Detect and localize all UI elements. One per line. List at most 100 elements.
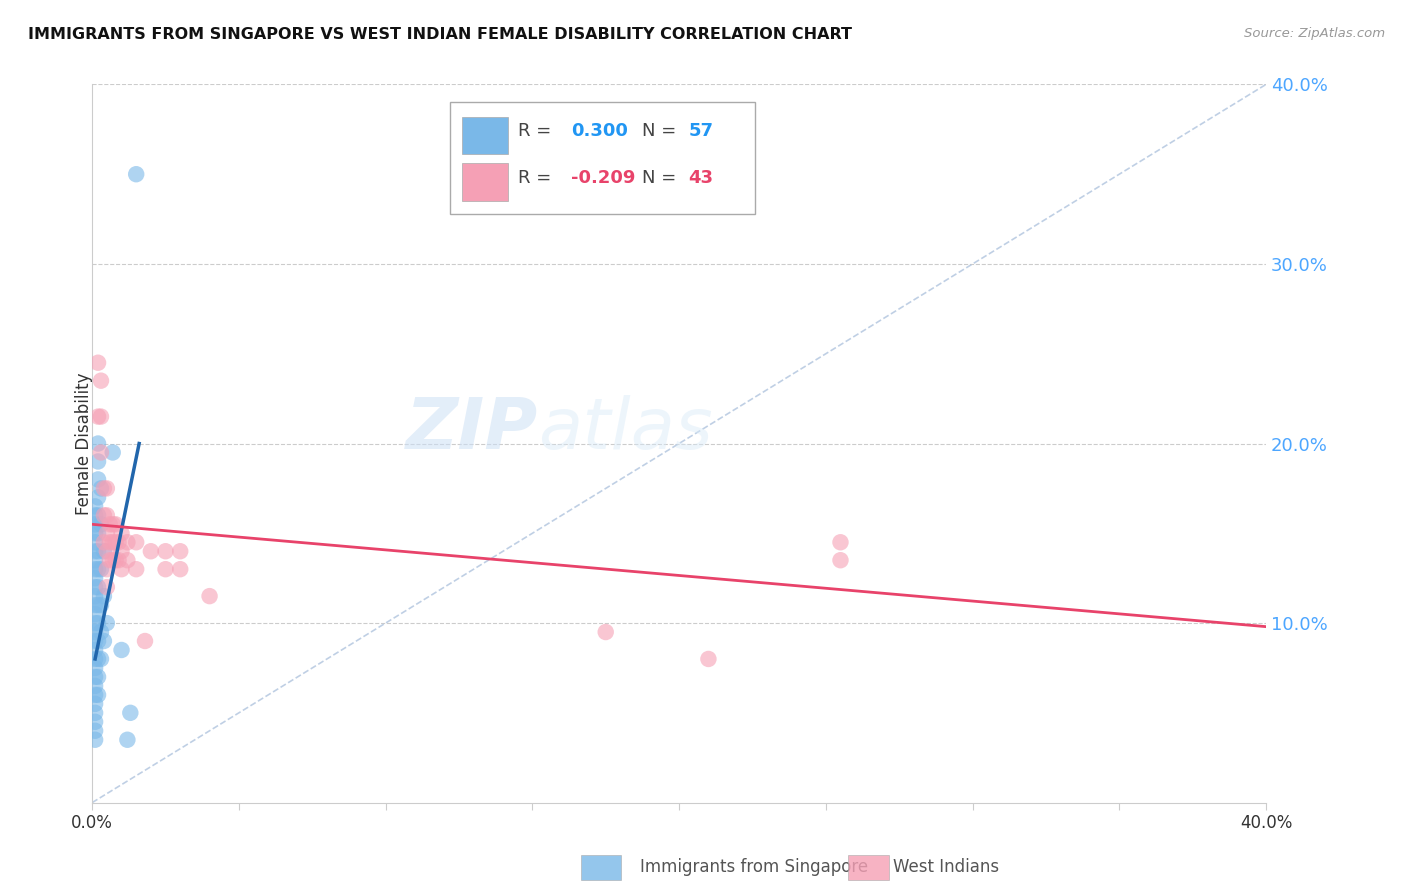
Point bbox=[90, 517, 112, 532]
Text: 0.300: 0.300 bbox=[571, 122, 628, 140]
Text: Source: ZipAtlas.com: Source: ZipAtlas.com bbox=[1244, 27, 1385, 40]
Point bbox=[96, 562, 118, 576]
Point bbox=[87, 580, 110, 594]
Point bbox=[87, 454, 110, 468]
Point bbox=[117, 535, 139, 549]
Point bbox=[87, 544, 110, 558]
Point bbox=[125, 535, 148, 549]
Point bbox=[104, 517, 127, 532]
Point bbox=[101, 517, 124, 532]
Point bbox=[90, 652, 112, 666]
Point bbox=[90, 625, 112, 640]
Point bbox=[93, 535, 115, 549]
Point bbox=[90, 374, 112, 388]
Point bbox=[96, 482, 118, 496]
Point bbox=[110, 643, 132, 657]
Point bbox=[98, 553, 121, 567]
Point bbox=[155, 544, 177, 558]
Point bbox=[104, 553, 127, 567]
Point bbox=[84, 589, 107, 603]
Text: atlas: atlas bbox=[538, 394, 713, 464]
Point bbox=[134, 634, 156, 648]
Point bbox=[84, 679, 107, 693]
Point bbox=[87, 508, 110, 523]
Point bbox=[84, 508, 107, 523]
Point bbox=[169, 544, 191, 558]
Point bbox=[84, 544, 107, 558]
Point bbox=[84, 553, 107, 567]
Point bbox=[84, 615, 107, 630]
Point bbox=[93, 508, 115, 523]
Point bbox=[84, 500, 107, 514]
Point bbox=[84, 652, 107, 666]
FancyBboxPatch shape bbox=[463, 163, 508, 201]
Point bbox=[110, 526, 132, 541]
Point bbox=[93, 544, 115, 558]
Point bbox=[84, 643, 107, 657]
Text: N =: N = bbox=[641, 122, 682, 140]
Point bbox=[87, 652, 110, 666]
Point bbox=[110, 544, 132, 558]
Point bbox=[125, 562, 148, 576]
Point bbox=[87, 598, 110, 612]
Point bbox=[84, 580, 107, 594]
Point bbox=[84, 688, 107, 702]
FancyBboxPatch shape bbox=[463, 117, 508, 154]
Point bbox=[84, 535, 107, 549]
Point bbox=[90, 445, 112, 459]
Point bbox=[125, 167, 148, 181]
Y-axis label: Female Disability: Female Disability bbox=[75, 372, 93, 515]
Point bbox=[98, 535, 121, 549]
Point bbox=[120, 706, 142, 720]
Point bbox=[96, 526, 118, 541]
Text: 57: 57 bbox=[689, 122, 713, 140]
Point bbox=[169, 562, 191, 576]
Point bbox=[96, 580, 118, 594]
Point bbox=[101, 445, 124, 459]
Text: West Indians: West Indians bbox=[893, 858, 998, 876]
Point bbox=[93, 634, 115, 648]
Text: R =: R = bbox=[519, 169, 557, 187]
Point bbox=[110, 562, 132, 576]
Point bbox=[84, 723, 107, 738]
Text: R =: R = bbox=[519, 122, 557, 140]
Point bbox=[87, 409, 110, 424]
Point bbox=[107, 535, 129, 549]
Point bbox=[84, 634, 107, 648]
Point bbox=[96, 615, 118, 630]
Text: 43: 43 bbox=[689, 169, 713, 187]
Point bbox=[84, 706, 107, 720]
Point bbox=[96, 544, 118, 558]
Point bbox=[87, 472, 110, 486]
Point bbox=[84, 670, 107, 684]
Point bbox=[101, 535, 124, 549]
Point bbox=[84, 571, 107, 585]
Text: ZIP: ZIP bbox=[406, 394, 538, 464]
Point bbox=[697, 652, 720, 666]
Point bbox=[93, 482, 115, 496]
Point bbox=[87, 688, 110, 702]
Point bbox=[595, 625, 617, 640]
FancyBboxPatch shape bbox=[450, 103, 755, 214]
Point bbox=[84, 562, 107, 576]
Point bbox=[87, 562, 110, 576]
Point bbox=[90, 409, 112, 424]
Point bbox=[198, 589, 221, 603]
Point bbox=[117, 732, 139, 747]
Point bbox=[87, 634, 110, 648]
Point bbox=[84, 661, 107, 675]
Point bbox=[90, 598, 112, 612]
Point bbox=[90, 482, 112, 496]
Point bbox=[90, 562, 112, 576]
Point bbox=[96, 508, 118, 523]
Point bbox=[830, 535, 852, 549]
Point bbox=[107, 553, 129, 567]
Point bbox=[84, 517, 107, 532]
Point bbox=[87, 615, 110, 630]
Point bbox=[84, 526, 107, 541]
Point bbox=[87, 436, 110, 450]
Point bbox=[830, 553, 852, 567]
Point bbox=[84, 732, 107, 747]
Text: IMMIGRANTS FROM SINGAPORE VS WEST INDIAN FEMALE DISABILITY CORRELATION CHART: IMMIGRANTS FROM SINGAPORE VS WEST INDIAN… bbox=[28, 27, 852, 42]
Text: -0.209: -0.209 bbox=[571, 169, 636, 187]
